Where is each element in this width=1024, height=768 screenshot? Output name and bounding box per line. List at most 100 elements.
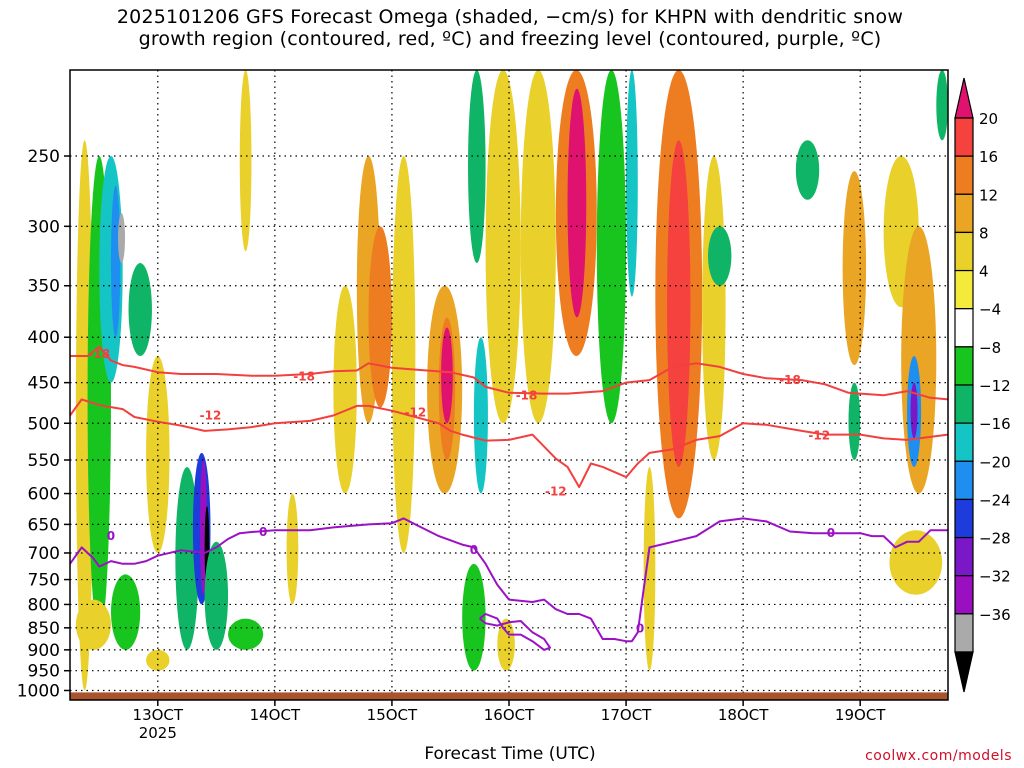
y-tick-label-400: 400: [28, 328, 60, 348]
colorbar-bottom-arrow: [954, 651, 974, 693]
colorbar-label-11: −28: [979, 530, 1011, 548]
contour-label-10: 0: [470, 543, 478, 557]
y-tick-label-800: 800: [28, 595, 60, 615]
colorbar-segment-7: [954, 346, 974, 386]
chart-title: 2025101206 GFS Forecast Omega (shaded, −…: [0, 6, 1020, 50]
colorbar: 20 16 12 8 4 −4 −8 −12 −16 −20 −24 −28 −32 −36: [954, 77, 1011, 693]
contour-label-3: -18: [779, 373, 801, 387]
x-axis-title: Forecast Time (UTC): [424, 744, 596, 764]
colorbar-segment-3: [954, 193, 974, 234]
colorbar-label-10: −24: [979, 491, 1011, 509]
colorbar-label-1: 16: [979, 148, 998, 166]
omega-cell-7: [75, 599, 111, 650]
colorbar-label-6: −8: [979, 339, 1001, 357]
colorbar-label-0: 20: [979, 110, 998, 128]
colorbar-label-13: −36: [979, 606, 1011, 624]
y-tick-label-500: 500: [28, 414, 60, 434]
contour-label-1: -18: [293, 370, 315, 384]
y-tick-label-550: 550: [28, 451, 60, 471]
omega-cell-25: [468, 70, 486, 264]
omega-cell-33: [596, 70, 627, 424]
omega-cell-20: [368, 226, 392, 408]
title-line-1: 2025101206 GFS Forecast Omega (shaded, −…: [116, 6, 904, 28]
omega-cell-21: [391, 156, 416, 553]
omega-cell-37: [667, 140, 691, 467]
omega-cell-44: [901, 226, 937, 494]
contour-labels: -18 -18 -18 -18 -12 -12 -12 -12 0 0 0 0 0: [88, 347, 835, 636]
omega-cell-9: [146, 649, 170, 671]
omega-cell-14: [204, 541, 229, 650]
omega-cell-28: [485, 70, 521, 424]
contour-label-11: 0: [636, 622, 644, 636]
omega-cell-24: [441, 327, 453, 424]
contour-label-9: 0: [259, 525, 267, 539]
omega-cell-48: [936, 70, 948, 141]
colorbar-label-9: −20: [979, 453, 1011, 471]
omega-cell-27: [462, 563, 486, 671]
colorbar-segment-11: [954, 498, 974, 539]
omega-cell-32: [567, 88, 587, 318]
omega-cell-35: [643, 466, 656, 671]
omega-cell-16: [239, 70, 252, 252]
omega-cell-8: [110, 574, 141, 650]
omega-cell-3: [110, 185, 121, 338]
y-tick-label-950: 950: [28, 662, 60, 682]
colorbar-label-8: −16: [979, 415, 1011, 433]
colorbar-label-12: −32: [979, 568, 1011, 586]
contour-label-5: -12: [405, 405, 427, 419]
contour-label-7: -12: [808, 428, 830, 442]
omega-cell-6: [146, 356, 170, 553]
contour-layer: [70, 345, 948, 651]
credit-text: coolwx.com/models: [865, 748, 1012, 764]
y-tick-label-750: 750: [28, 571, 60, 591]
y-tick-label-900: 900: [28, 641, 60, 661]
y-tick-label-700: 700: [28, 544, 60, 564]
colorbar-segment-14: [954, 613, 974, 653]
contour-label-6: -12: [545, 485, 567, 499]
contour-line-3: [479, 613, 551, 651]
colorbar-label-2: 12: [979, 186, 998, 204]
colorbar-segment-9: [954, 422, 974, 462]
x-tick-label-17OCT: 17OCT: [601, 706, 652, 724]
omega-cell-17: [286, 493, 299, 605]
grid-lines: [70, 70, 948, 700]
colorbar-label-7: −12: [979, 377, 1011, 395]
omega-cell-4: [117, 213, 126, 264]
x-tick-label-15OCT: 15OCT: [367, 706, 418, 724]
omega-cell-29: [497, 618, 515, 671]
colorbar-segment-12: [954, 536, 974, 577]
omega-cell-30: [520, 70, 556, 424]
omega-cell-46: [910, 382, 918, 439]
colorbar-segment-13: [954, 575, 974, 615]
x-tick-sublabel-13OCT: 2025: [139, 724, 177, 742]
omega-cell-42: [848, 382, 861, 460]
y-tick-label-600: 600: [28, 485, 60, 505]
colorbar-segment-8: [954, 384, 974, 424]
y-tick-label-300: 300: [28, 217, 60, 237]
y-tick-label-1000: 1000: [17, 681, 60, 701]
omega-cell-39: [708, 226, 732, 286]
contour-label-8: 0: [107, 529, 115, 543]
pressure-axis: 2503003504004505005506006507007508008509…: [17, 147, 70, 701]
y-tick-label-650: 650: [28, 515, 60, 535]
colorbar-label-5: −4: [979, 301, 1001, 319]
colorbar-label-3: 8: [979, 224, 989, 242]
omega-cell-18: [333, 285, 357, 494]
colorbar-segment-1: [954, 117, 974, 157]
colorbar-segment-10: [954, 460, 974, 501]
omega-cell-15: [228, 618, 264, 650]
omega-cell-5: [128, 263, 152, 357]
title-line-2: growth region (contoured, red, ºC) and f…: [138, 28, 882, 50]
contour-line-1: [70, 398, 948, 489]
x-tick-label-13OCT: 13OCT: [133, 706, 184, 724]
y-tick-label-850: 850: [28, 619, 60, 639]
contour-line-0: [70, 345, 948, 401]
x-tick-label-14OCT: 14OCT: [250, 706, 301, 724]
contour-label-2: -18: [516, 388, 538, 402]
colorbar-top-arrow: [954, 77, 974, 119]
colorbar-segment-2: [954, 155, 974, 195]
colorbar-segment-4: [954, 231, 974, 272]
contour-label-12: 0: [827, 526, 835, 540]
